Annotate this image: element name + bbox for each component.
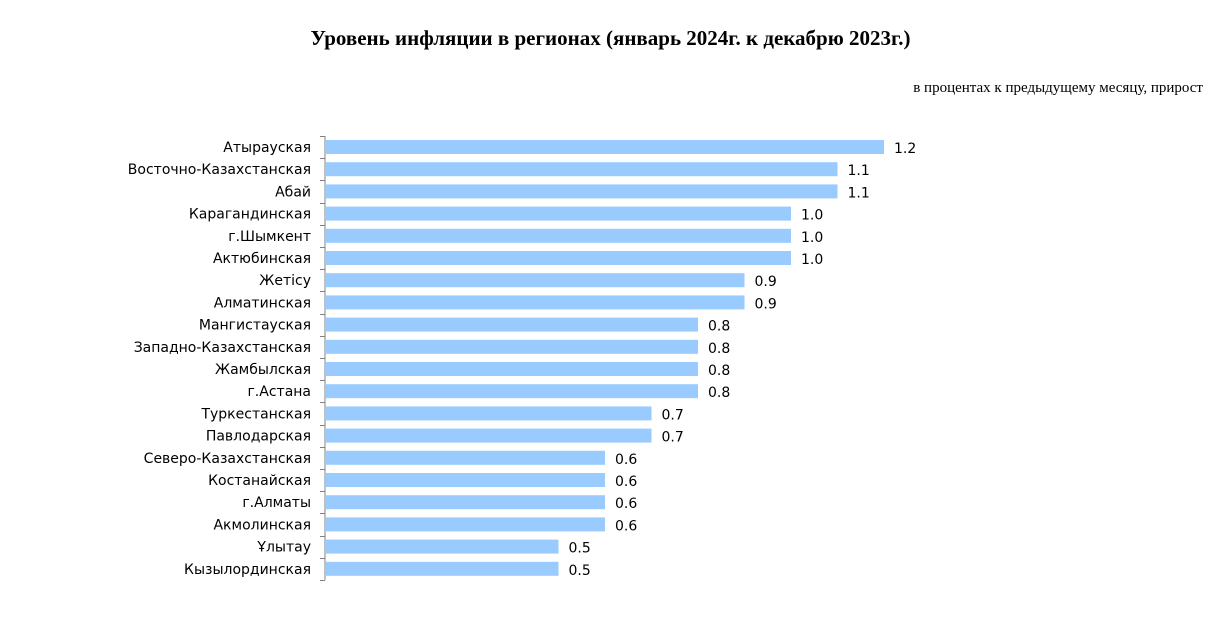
category-label: Акмолинская (213, 517, 311, 533)
category-label: Алматинская (214, 295, 311, 311)
bar (326, 517, 605, 532)
category-label: Западно-Казахстанская (134, 340, 311, 356)
bar (326, 339, 698, 354)
category-label: Атырауская (223, 140, 311, 156)
chart-title: Уровень инфляции в регионах (январь 2024… (310, 26, 911, 50)
value-label: 1.0 (801, 208, 823, 224)
category-label: Мангистауская (199, 318, 311, 334)
category-label: Жетісу (259, 273, 311, 289)
bar (326, 495, 605, 510)
bar (326, 362, 698, 376)
value-label: 0.6 (615, 452, 637, 468)
value-label: 1.0 (801, 252, 823, 268)
bar (326, 228, 791, 243)
bar (326, 450, 605, 465)
value-label: 0.5 (569, 541, 591, 557)
value-label: 0.6 (615, 496, 637, 512)
value-label: 0.8 (708, 319, 730, 335)
category-label: Северо-Казахстанская (144, 451, 311, 467)
bar (326, 162, 838, 177)
value-label: 1.1 (848, 185, 870, 201)
bar (326, 184, 838, 199)
value-label: 0.7 (662, 430, 684, 446)
bar (326, 406, 652, 421)
value-label: 0.5 (569, 563, 591, 579)
value-label: 0.9 (755, 274, 777, 290)
value-label: 0.7 (662, 407, 684, 423)
category-label: г.Астана (247, 384, 311, 400)
bar (326, 384, 698, 399)
value-label: 1.1 (848, 163, 870, 179)
value-label: 0.9 (755, 296, 777, 312)
value-label: 0.6 (615, 518, 637, 534)
chart-subtitle: в процентах к предыдущему месяцу, прирос… (913, 80, 1203, 96)
value-label: 0.6 (615, 474, 637, 490)
category-label: Ұлытау (256, 540, 311, 556)
category-label: Жамбылская (215, 362, 311, 378)
category-label: Костанайская (208, 473, 311, 489)
bar (326, 428, 652, 443)
bar (326, 140, 884, 154)
bar (326, 317, 698, 332)
bar (326, 251, 791, 265)
bar (326, 561, 559, 576)
bar (326, 206, 791, 221)
category-label: Павлодарская (206, 429, 311, 445)
category-label: Актюбинская (213, 251, 311, 267)
category-label: г.Алматы (242, 495, 311, 511)
value-label: 0.8 (708, 363, 730, 379)
bar (326, 295, 745, 310)
category-label: Кызылординская (184, 562, 311, 578)
value-label: 0.8 (708, 385, 730, 401)
bar (326, 273, 745, 288)
category-label: Восточно-Казахстанская (128, 162, 311, 178)
bar (326, 539, 559, 554)
value-label: 1.0 (801, 230, 823, 246)
value-label: 1.2 (894, 141, 916, 157)
category-label: Карагандинская (189, 207, 311, 223)
category-label: Туркестанская (200, 406, 311, 422)
category-label: Абай (275, 184, 311, 200)
bar (326, 473, 605, 487)
category-label: г.Шымкент (228, 229, 311, 245)
value-label: 0.8 (708, 341, 730, 357)
